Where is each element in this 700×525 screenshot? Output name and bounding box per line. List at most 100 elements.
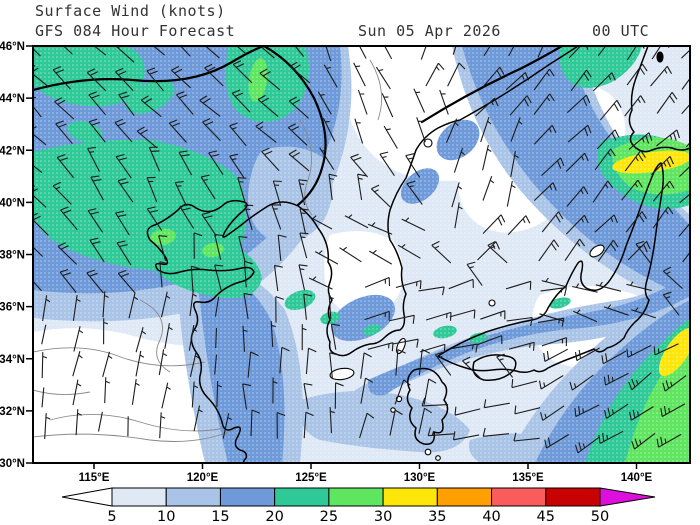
wind-barb bbox=[214, 233, 224, 260]
wind-barb bbox=[188, 324, 198, 351]
wind-barb bbox=[42, 295, 51, 322]
wind-barb bbox=[288, 96, 309, 119]
wind-barb bbox=[564, 238, 586, 261]
wind-barb bbox=[259, 68, 281, 91]
wind-barb bbox=[87, 146, 100, 172]
wind-barb bbox=[275, 296, 284, 323]
wind-barb bbox=[533, 124, 557, 145]
lat-label: 34°N bbox=[0, 354, 25, 366]
wind-barb bbox=[482, 66, 505, 88]
wind-barb bbox=[652, 180, 675, 202]
wind-barb bbox=[480, 310, 506, 320]
wind-barb bbox=[510, 117, 523, 142]
wind-barb bbox=[482, 144, 492, 171]
island bbox=[589, 244, 605, 258]
axes-layer: 46°N 44°N 42°N 40°N 38°N 36°N 34°N 32°N 30°N 115°… bbox=[0, 41, 653, 484]
wind-barb bbox=[482, 214, 506, 234]
wind-barb bbox=[298, 264, 308, 291]
wind-barb bbox=[158, 235, 168, 261]
wind-barb bbox=[565, 152, 589, 172]
wind-barb bbox=[375, 66, 391, 90]
wind-barb bbox=[298, 179, 308, 206]
wind-barb bbox=[505, 72, 530, 91]
wind-barb bbox=[215, 327, 218, 349]
wind-barb bbox=[55, 120, 73, 145]
wind-barb bbox=[270, 321, 276, 348]
wind-barb bbox=[41, 352, 48, 379]
wind-barb bbox=[427, 427, 455, 437]
wind-barb bbox=[276, 412, 286, 439]
wind-barb bbox=[104, 377, 111, 404]
wind-barb bbox=[453, 147, 466, 173]
wind-barb bbox=[418, 407, 432, 434]
wind-barb bbox=[250, 409, 261, 437]
island bbox=[423, 138, 433, 148]
wind-barb bbox=[662, 375, 687, 392]
wind-barb bbox=[594, 214, 618, 233]
wind-barb bbox=[357, 89, 368, 115]
wind-barb bbox=[574, 347, 600, 361]
wind-barb bbox=[89, 237, 105, 263]
colorbar-tick-label: 20 bbox=[265, 509, 283, 525]
wind-barb bbox=[201, 211, 217, 237]
wind-barb bbox=[538, 239, 560, 262]
wind-barb bbox=[679, 166, 690, 177]
wind-barb bbox=[507, 215, 531, 236]
wind-barb bbox=[364, 310, 390, 321]
wind-barb bbox=[329, 407, 335, 434]
wind-barb bbox=[656, 129, 681, 147]
wind-barb bbox=[301, 324, 307, 351]
wind-barb bbox=[594, 148, 616, 171]
wind-barb bbox=[59, 268, 77, 293]
wind-barb bbox=[114, 67, 134, 92]
wind-barb bbox=[541, 211, 564, 233]
wind-barb bbox=[33, 93, 42, 118]
wind-barb bbox=[103, 318, 109, 345]
colorbar-tick-label: 10 bbox=[157, 509, 175, 525]
colorbar-underflow-arrow bbox=[61, 487, 113, 507]
island bbox=[656, 51, 664, 63]
wind-barb bbox=[381, 93, 394, 118]
wind-barb bbox=[115, 153, 132, 179]
wind-barb bbox=[102, 291, 109, 318]
wind-barb bbox=[146, 67, 164, 92]
wind-barb bbox=[328, 173, 338, 201]
wind-barb bbox=[73, 326, 84, 352]
wind-barb bbox=[214, 264, 224, 291]
wind-barb bbox=[303, 382, 313, 410]
wind-barb bbox=[635, 240, 653, 265]
wind-barb bbox=[434, 351, 452, 376]
wind-barb bbox=[140, 95, 162, 118]
lon-label: 125°E bbox=[295, 472, 327, 484]
lon-label: 120°E bbox=[187, 472, 219, 484]
wind-barb bbox=[75, 409, 82, 436]
wind-barb bbox=[97, 411, 103, 432]
wind-barb bbox=[395, 349, 406, 376]
wind-barb bbox=[158, 349, 168, 376]
wind-barb bbox=[681, 49, 690, 59]
colorbar: 5 10 15 20 25 30 35 40 45 50 bbox=[61, 487, 656, 525]
wind-barb bbox=[136, 126, 158, 149]
wind-barb bbox=[146, 206, 163, 231]
wind-barb bbox=[466, 261, 483, 286]
wind-barb bbox=[33, 124, 47, 146]
wind-barb bbox=[388, 314, 415, 324]
wind-barb bbox=[541, 157, 565, 177]
wind-barb bbox=[533, 182, 557, 201]
wind-barb bbox=[33, 246, 43, 257]
island bbox=[435, 455, 441, 461]
wind-barb bbox=[330, 323, 340, 350]
wind-barb bbox=[323, 64, 338, 88]
wind-barb bbox=[651, 46, 670, 60]
wind-barb bbox=[52, 181, 72, 205]
wind-barb bbox=[116, 240, 132, 266]
wind-barb bbox=[236, 46, 248, 55]
wind-barb bbox=[44, 413, 51, 440]
wind-barb bbox=[371, 184, 391, 208]
wind-barb bbox=[33, 280, 43, 292]
wind-barb bbox=[681, 78, 690, 90]
wind-barb bbox=[603, 372, 629, 386]
wind-barb bbox=[599, 99, 622, 121]
wind-barb bbox=[277, 234, 287, 261]
wind-barb bbox=[401, 217, 426, 231]
